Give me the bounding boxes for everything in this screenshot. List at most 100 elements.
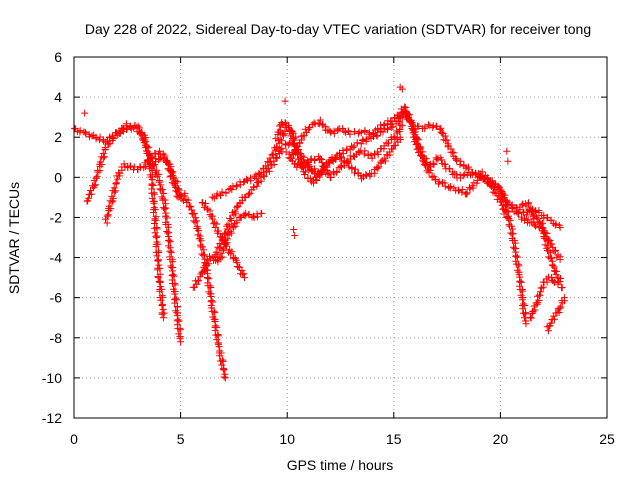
data-point (387, 117, 395, 125)
data-point (190, 209, 198, 217)
data-point (216, 191, 224, 199)
y-tick-label: -10 (42, 370, 62, 386)
y-tick-label: 2 (54, 129, 62, 145)
data-point (159, 305, 167, 313)
data-point (154, 257, 162, 265)
data-point (319, 163, 327, 170)
y-tick-label: 0 (54, 169, 62, 185)
data-point (445, 165, 453, 173)
data-point (150, 190, 158, 198)
data-point (337, 153, 345, 161)
data-point (161, 205, 169, 213)
data-point (273, 153, 281, 161)
data-point (515, 262, 523, 270)
data-point (376, 121, 384, 129)
data-point (157, 186, 165, 194)
data-point (511, 245, 519, 253)
data-point (227, 250, 235, 258)
data-point (211, 224, 219, 232)
data-point (514, 210, 522, 218)
data-point (218, 188, 226, 196)
x-tick-label: 25 (599, 431, 615, 447)
data-point (313, 177, 321, 185)
data-point (258, 209, 266, 217)
data-point (135, 124, 143, 132)
data-point (316, 155, 324, 163)
data-point (515, 209, 523, 217)
data-point (531, 306, 539, 314)
data-point (388, 118, 396, 126)
data-point (218, 234, 226, 242)
data-point (404, 111, 412, 119)
data-point (85, 194, 93, 202)
data-point (207, 284, 215, 292)
data-point (236, 213, 244, 221)
data-point (254, 179, 262, 187)
y-tick-label: -2 (50, 209, 63, 225)
data-point (374, 164, 382, 172)
data-point (549, 262, 557, 270)
data-point (212, 248, 220, 256)
data-point (367, 151, 375, 159)
data-point (476, 172, 484, 180)
data-point (555, 308, 563, 316)
data-point (241, 194, 249, 202)
data-point (109, 135, 117, 143)
data-point (359, 137, 367, 145)
data-point (447, 183, 455, 191)
data-point (223, 242, 231, 250)
data-point (205, 260, 213, 268)
data-point (448, 148, 456, 156)
data-point (519, 287, 527, 295)
data-point (218, 361, 226, 369)
data-point (240, 270, 248, 278)
data-point (438, 156, 446, 164)
x-tick-label: 10 (279, 431, 295, 447)
data-point (228, 186, 236, 194)
data-point (89, 182, 97, 190)
data-point (278, 144, 286, 152)
data-point (208, 215, 216, 223)
data-point (354, 129, 362, 137)
data-point (144, 158, 152, 166)
data-point (99, 149, 107, 157)
data-point (103, 212, 111, 220)
data-point (552, 309, 560, 317)
data-point (198, 199, 206, 207)
data-point (279, 131, 287, 139)
x-tick-label: 5 (177, 431, 185, 447)
data-point (463, 189, 471, 197)
data-point (508, 205, 516, 213)
data-point (380, 120, 388, 128)
data-point (350, 142, 358, 150)
data-point (83, 197, 91, 205)
data-point (172, 294, 180, 302)
data-point (326, 173, 334, 181)
data-point (92, 181, 100, 189)
data-point (160, 314, 168, 322)
data-point (286, 155, 294, 163)
data-point (294, 142, 302, 150)
data-point (205, 275, 213, 283)
data-point (337, 163, 345, 171)
data-point (517, 278, 525, 286)
data-point (267, 158, 275, 166)
data-point (219, 365, 227, 373)
data-point (256, 170, 264, 178)
data-point (247, 174, 255, 182)
data-point (173, 178, 181, 186)
data-point (457, 157, 465, 165)
data-point (157, 296, 165, 304)
data-point (453, 157, 461, 165)
data-point (273, 143, 281, 151)
data-point (214, 332, 222, 340)
data-point (257, 168, 265, 176)
data-point (164, 229, 172, 237)
data-point (101, 144, 109, 152)
data-point (241, 274, 249, 282)
data-point (491, 180, 499, 188)
data-point (213, 323, 221, 331)
data-point (211, 327, 219, 335)
